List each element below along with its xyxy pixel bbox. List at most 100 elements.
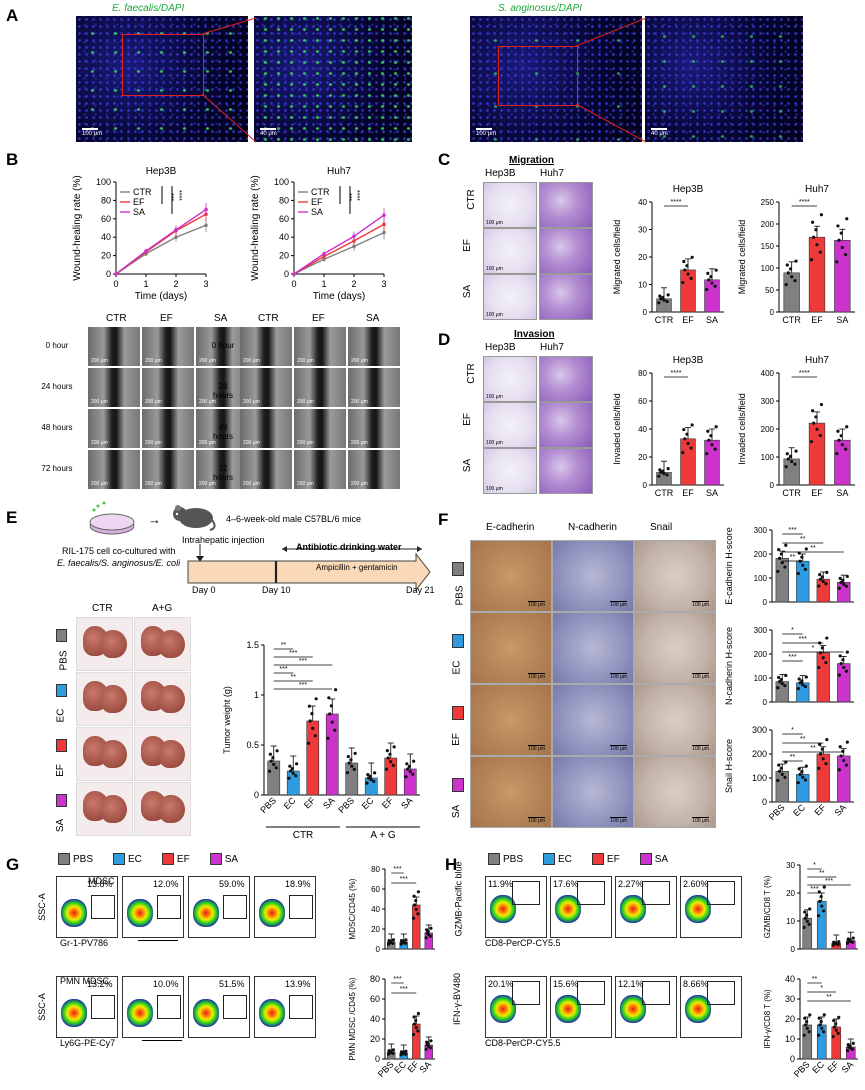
- scale-bar: 100 μm: [610, 817, 627, 824]
- x-tick-label: 0: [291, 279, 296, 289]
- sig-label: ***: [810, 886, 818, 893]
- bar-ec: [816, 901, 827, 950]
- wound-image: 200 μm: [196, 409, 248, 448]
- series-line-ctr: [293, 231, 385, 275]
- sig-label: **: [790, 554, 796, 561]
- data-point: [412, 894, 416, 898]
- data-point: [174, 235, 178, 239]
- data-point: [144, 249, 148, 253]
- invasion-chart-hep3b: Hep3B 0 20 40 60 80 Invaded cells/field CTR EF SA…: [612, 355, 724, 498]
- y-tick-label: 100: [754, 574, 768, 583]
- data-point: [820, 904, 824, 908]
- y-tick-label: 0: [375, 1054, 380, 1064]
- data-point: [832, 1025, 836, 1029]
- y-tick-label: 0: [770, 481, 775, 490]
- data-point: [845, 217, 849, 221]
- data-point: [819, 402, 823, 407]
- gate-box: [157, 895, 181, 919]
- y-tick-label: 60: [638, 397, 647, 406]
- data-point: [352, 234, 356, 239]
- data-point: [114, 272, 118, 276]
- data-point: [424, 936, 428, 940]
- sig-label: ****: [175, 190, 182, 201]
- x-tick-label: EF: [682, 315, 694, 325]
- data-point: [779, 552, 783, 556]
- liver-lobe: [101, 740, 127, 768]
- data-point: [803, 910, 807, 914]
- ihc-image: 100 μm: [634, 612, 716, 684]
- data-point: [803, 567, 808, 571]
- y-axis-label: N-cadherin H-score: [724, 627, 734, 705]
- ihc-row-label: PBS: [454, 585, 466, 606]
- data-point: [818, 573, 822, 577]
- data-point: [682, 427, 686, 432]
- data-point: [839, 754, 843, 758]
- series-line-sa: [293, 214, 385, 275]
- data-point: [689, 276, 693, 280]
- data-point: [798, 772, 802, 776]
- data-point: [373, 771, 377, 775]
- panel-e-letter: E: [6, 508, 18, 527]
- data-point: [825, 738, 829, 742]
- data-point: [798, 681, 802, 685]
- sig-label: ***: [393, 976, 401, 983]
- tw-hep3b-image: 100 μm: [483, 182, 537, 228]
- data-point: [424, 1040, 429, 1044]
- x-tick-label: 2: [173, 279, 178, 289]
- migration-chart-huh7: Huh7 0 50 100 150 200 250 Migrated cells/field C…: [737, 184, 855, 325]
- flow-cloud: [685, 895, 711, 923]
- data-point: [306, 741, 311, 745]
- sig-label: **: [810, 745, 816, 752]
- y-axis-label: Wound-healing rate (%): [72, 175, 83, 280]
- data-point: [851, 936, 855, 940]
- sig-label: **: [281, 642, 287, 649]
- data-point: [683, 268, 687, 272]
- wound-col-label: CTR: [106, 313, 127, 324]
- scale-bar: 200 μm: [199, 440, 216, 446]
- legend-label: SA: [224, 853, 239, 865]
- data-point: [844, 763, 849, 767]
- data-point: [819, 1020, 823, 1024]
- gate-percent: 2.27%: [618, 879, 644, 889]
- gate-percent: 18.9%: [285, 879, 311, 889]
- gate-percent: 13.8%: [87, 879, 113, 889]
- axis-label: IFN-γ-BV480: [452, 972, 463, 1026]
- data-point: [845, 650, 849, 654]
- y-axis-label: Tumor weight (g): [222, 686, 232, 754]
- y-axis-label: Migrated cells/field: [612, 220, 622, 295]
- wound-image: 200 μm: [348, 409, 400, 448]
- flow-cloud: [61, 999, 87, 1027]
- flow-plot: 13.9%: [254, 976, 316, 1038]
- day0-label: Day 0: [192, 585, 216, 595]
- data-point: [794, 449, 798, 453]
- wound-col-label: SA: [366, 313, 380, 324]
- data-point: [839, 434, 843, 438]
- data-point: [803, 778, 808, 782]
- liver-lobe: [159, 795, 185, 823]
- y-tick-label: 100: [761, 453, 775, 462]
- data-point: [382, 213, 386, 217]
- gate-percent: 8.66%: [683, 979, 709, 989]
- liver-row-label: EF: [54, 764, 66, 777]
- data-point: [837, 673, 841, 677]
- data-point: [819, 895, 823, 899]
- chart-title: Hep3B: [146, 166, 177, 177]
- data-point: [662, 298, 666, 302]
- scale-bar: 200 μm: [145, 358, 162, 364]
- flow-cloud: [193, 899, 219, 927]
- data-point: [333, 728, 337, 732]
- ihc-col-label: E-cadherin: [486, 522, 535, 533]
- wound-row-label: 24 hours: [41, 382, 73, 391]
- data-point: [822, 885, 826, 889]
- data-point: [797, 677, 801, 681]
- scale-bar: 100 μm: [528, 817, 545, 824]
- y-tick-label: 100: [754, 674, 768, 683]
- sig-label: ***: [400, 876, 408, 883]
- gate-percent: 12.1%: [618, 979, 644, 989]
- tw-hep3b-image: 100 μm: [483, 228, 537, 274]
- flow-cloud: [61, 899, 87, 927]
- sig-label: *: [791, 727, 794, 734]
- data-point: [845, 740, 849, 744]
- flow-plot: 2.27%: [615, 876, 677, 938]
